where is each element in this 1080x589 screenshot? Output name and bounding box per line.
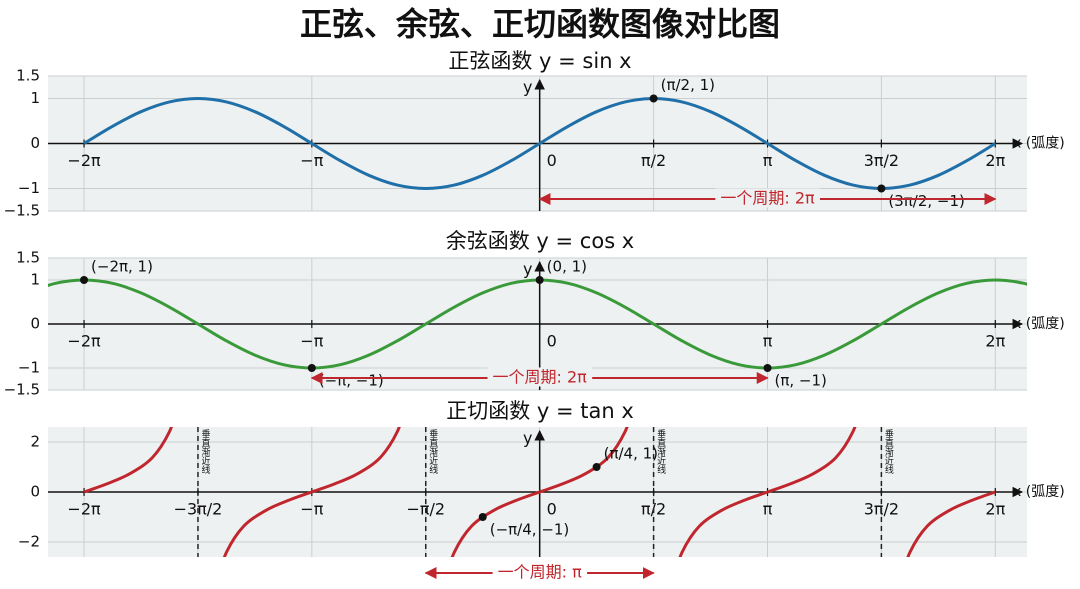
y-tick-label: −1.5 [4,381,40,399]
chart-title: 正切函数 y = tan x [446,399,634,423]
point-label: (−π/4, −1) [490,521,570,539]
asymptote-label: 垂直渐近线 [655,428,666,474]
y-axis-label: y [523,78,532,97]
point [592,463,601,471]
x-tick-label: π [763,332,773,351]
x-tick-label: 0 [547,332,557,351]
curve [83,96,997,191]
x-tick-label: −π [300,332,323,351]
chart-title: 正弦函数 y = sin x [448,49,631,73]
x-tick-label: −2π [67,151,101,170]
page-title: 正弦、余弦、正切函数图像对比图 [300,5,780,43]
x-tick-label: π/2 [641,151,666,170]
period-label: 一个周期: 2π [720,189,815,208]
point-label: (0, 1) [547,258,587,276]
period-label: 一个周期: 2π [493,368,588,387]
x-tick-label: 2π [985,151,1005,170]
curve [83,427,996,557]
point-label: (π, −1) [775,372,827,390]
point-label: (−2π, 1) [91,258,153,276]
point [763,364,772,372]
point-label: (−π, −1) [319,372,384,390]
point [307,364,316,372]
point [478,513,487,521]
point-label: (3π/2, −1) [888,192,965,210]
x-tick-label: 2π [985,500,1005,519]
asymptote-label: 垂直渐近线 [883,428,894,474]
y-tick-label: 2 [30,433,40,451]
asymptote-label: 垂直渐近线 [199,428,210,474]
x-tick-label: 3π/2 [864,151,899,170]
point [535,276,544,284]
point [877,184,886,193]
y-tick-label: 0 [30,483,40,501]
y-axis-label: y [523,429,532,448]
period-label-bg [487,367,593,387]
point [649,94,658,103]
x-tick-label: 0 [547,151,557,170]
y-tick-label: 1 [30,271,40,289]
x-tick-label: −2π [67,500,101,519]
y-tick-label: −1.5 [4,202,40,220]
x-tick-label: −π [300,500,323,519]
y-tick-label: −2 [18,533,40,551]
y-tick-label: 1 [30,89,40,107]
x-tick-label: 0 [547,500,557,519]
y-tick-label: −1 [18,359,40,377]
chart-title: 余弦函数 y = cos x [446,229,635,253]
y-tick-label: 1.5 [16,249,40,267]
period-label: 一个周期: π [498,563,582,582]
x-tick-label: −π [300,151,323,170]
y-tick-label: 0 [30,134,40,152]
y-tick-label: −1 [18,179,40,197]
point [80,276,89,284]
x-tick-label: π [763,151,773,170]
y-tick-label: 0 [30,315,40,333]
period-label-bg [492,562,588,582]
x-tick-label: 2π [985,332,1005,351]
asymptote-label: 垂直渐近线 [427,428,438,474]
x-axis-label: x (弧度) [1013,316,1065,332]
x-axis-label: x (弧度) [1013,136,1065,152]
y-axis-label: y [523,260,532,279]
period-label-bg [715,188,821,208]
y-tick-label: 1.5 [16,67,40,85]
point-label: (π/4, 1) [604,445,658,463]
x-tick-label: π [763,500,773,519]
x-axis-label: x (弧度) [1013,484,1065,500]
x-tick-label: −2π [67,332,101,351]
point-label: (π/2, 1) [661,76,715,94]
